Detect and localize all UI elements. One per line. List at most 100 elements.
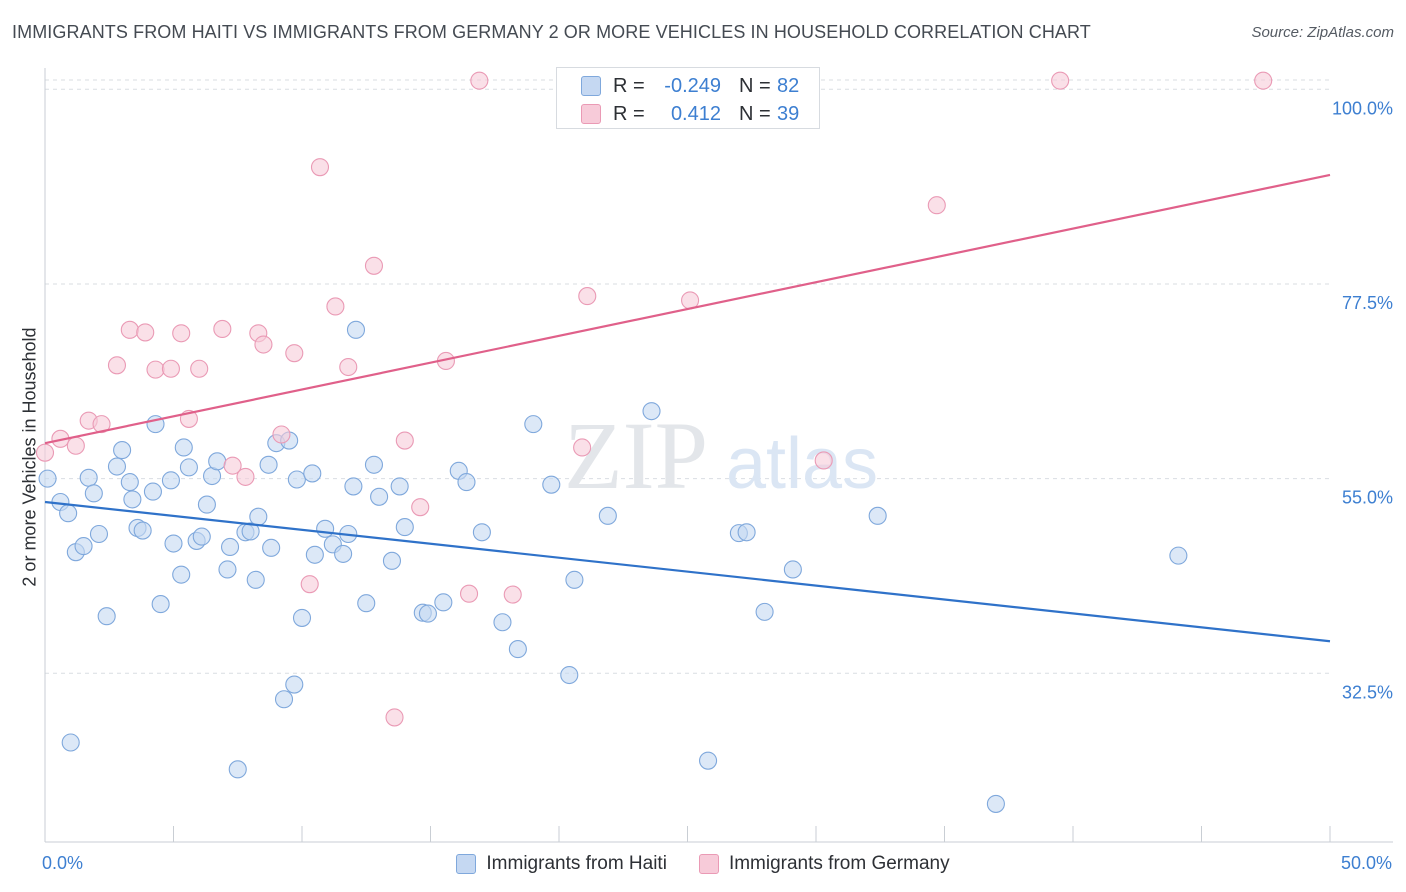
haiti-point	[192, 527, 211, 546]
haiti-point	[370, 487, 389, 506]
haiti-point	[508, 640, 527, 659]
germany-point	[927, 196, 946, 215]
germany-point	[395, 431, 414, 450]
r-value: 0.412	[670, 102, 721, 125]
legend-item-germany[interactable]: Immigrants from Germany	[698, 853, 950, 875]
germany-point	[172, 324, 191, 343]
legend-label-germany: Immigrants from Germany	[728, 853, 950, 874]
source-label: Source: ZipAtlas.com	[1251, 24, 1394, 41]
legend-item-haiti[interactable]: Immigrants from Haiti	[456, 853, 667, 875]
germany-point	[107, 356, 127, 375]
axes	[44, 68, 1393, 843]
germany-point	[35, 443, 55, 462]
chart-title: IMMIGRANTS FROM HAITI VS IMMIGRANTS FROM…	[12, 22, 1091, 42]
haiti-point	[161, 471, 180, 490]
germany-trend-line	[44, 173, 1331, 445]
haiti-point	[457, 473, 476, 492]
germany-swatch	[698, 854, 719, 874]
germany-point	[573, 438, 592, 457]
r-label: R =	[613, 102, 645, 125]
haiti-point	[220, 537, 240, 557]
haiti-point	[303, 464, 322, 483]
haiti-point	[783, 560, 802, 579]
haiti-point	[61, 733, 80, 752]
haiti-point	[344, 477, 363, 496]
haiti-point	[123, 490, 142, 509]
y-tick-labels: 32.5% 55.0% 77.5% 100.0%	[1332, 98, 1393, 702]
haiti-point	[246, 570, 265, 589]
x-min-label: 0.0%	[42, 853, 84, 873]
y-tick-label: 77.5%	[1342, 293, 1393, 313]
y-tick-label: 32.5%	[1342, 682, 1393, 702]
haiti-point	[84, 484, 103, 503]
haiti-point	[208, 452, 227, 471]
germany-point	[470, 71, 489, 90]
haiti-point	[259, 455, 278, 474]
germany-point	[161, 359, 180, 378]
series-germany-points	[35, 71, 1273, 727]
haiti-point	[151, 595, 170, 614]
haiti-point	[179, 458, 198, 477]
legend-label-haiti: Immigrants from Haiti	[486, 853, 667, 874]
haiti-point	[74, 537, 93, 556]
haiti-point	[107, 457, 127, 476]
legend-row-germany: R = 0.412 N = 39	[581, 101, 799, 127]
haiti-point	[172, 565, 191, 584]
germany-point	[1051, 71, 1070, 90]
germany-point	[339, 357, 358, 377]
x-max-label: 50.0%	[1340, 853, 1392, 873]
haiti-point	[113, 441, 132, 460]
haiti-point	[334, 544, 353, 563]
germany-point	[503, 585, 522, 604]
series-haiti-points	[38, 320, 1188, 813]
germany-point	[223, 456, 242, 475]
haiti-point	[241, 522, 260, 541]
y-axis-title: 2 or more Vehicles in Household	[19, 327, 40, 587]
germany-point	[411, 498, 430, 517]
series-legend: Immigrants from Haiti Immigrants from Ge…	[0, 852, 1406, 876]
haiti-point	[292, 608, 312, 627]
correlation-legend: R = -0.249 N = 82 R = 0.412 N = 39	[556, 67, 820, 129]
haiti-point	[305, 545, 324, 564]
germany-point	[136, 323, 155, 342]
haiti-point	[346, 320, 366, 339]
haiti-point	[262, 538, 281, 557]
haiti-point	[1169, 546, 1188, 565]
haiti-point	[986, 794, 1005, 813]
haiti-point	[434, 593, 453, 612]
r-label: R =	[613, 74, 645, 97]
germany-point	[213, 319, 232, 339]
haiti-point	[642, 402, 661, 421]
germany-point	[578, 287, 597, 306]
germany-point	[364, 256, 384, 275]
germany-point	[310, 158, 330, 177]
r-value: -0.249	[664, 74, 721, 97]
legend-row-haiti: R = -0.249 N = 82	[581, 73, 799, 99]
haiti-point	[493, 613, 512, 632]
haiti-point	[560, 665, 579, 685]
haiti-point	[699, 751, 718, 770]
haiti-point	[418, 604, 437, 623]
haiti-point	[274, 690, 294, 709]
haiti-point	[133, 521, 152, 540]
n-value: 82	[777, 74, 800, 97]
haiti-point	[598, 506, 617, 525]
haiti-point	[59, 504, 78, 523]
germany-swatch	[581, 104, 601, 124]
haiti-point	[868, 506, 887, 525]
grid-lines	[45, 79, 1330, 674]
germany-point	[300, 575, 319, 594]
haiti-point	[143, 482, 162, 501]
haiti-point	[382, 551, 402, 570]
germany-point	[146, 360, 165, 379]
haiti-point	[79, 468, 98, 487]
haiti-point	[97, 607, 116, 626]
y-tick-label: 100.0%	[1332, 98, 1393, 118]
haiti-point	[164, 534, 183, 553]
haiti-swatch	[581, 76, 601, 96]
haiti-point	[316, 519, 335, 538]
n-label: N =	[739, 74, 771, 97]
haiti-point	[174, 438, 193, 457]
haiti-point	[120, 473, 139, 492]
